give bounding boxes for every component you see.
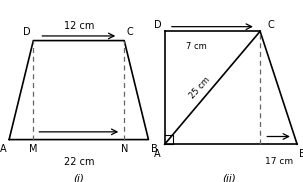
Text: 12 cm: 12 cm xyxy=(64,21,94,31)
Text: 17 cm: 17 cm xyxy=(265,157,293,166)
Text: D: D xyxy=(23,27,31,37)
Text: B: B xyxy=(299,149,303,159)
Text: C: C xyxy=(127,27,134,37)
Text: A: A xyxy=(154,149,161,159)
Text: B: B xyxy=(151,144,158,154)
Text: D: D xyxy=(154,20,161,30)
Text: (ii): (ii) xyxy=(222,174,236,182)
Text: M: M xyxy=(29,144,38,154)
Text: N: N xyxy=(121,144,128,154)
Text: (i): (i) xyxy=(73,174,84,182)
Text: 22 cm: 22 cm xyxy=(64,157,94,167)
Text: 7 cm: 7 cm xyxy=(186,42,207,51)
Text: C: C xyxy=(267,20,274,30)
Text: 25 cm: 25 cm xyxy=(188,75,211,100)
Text: A: A xyxy=(0,144,6,154)
